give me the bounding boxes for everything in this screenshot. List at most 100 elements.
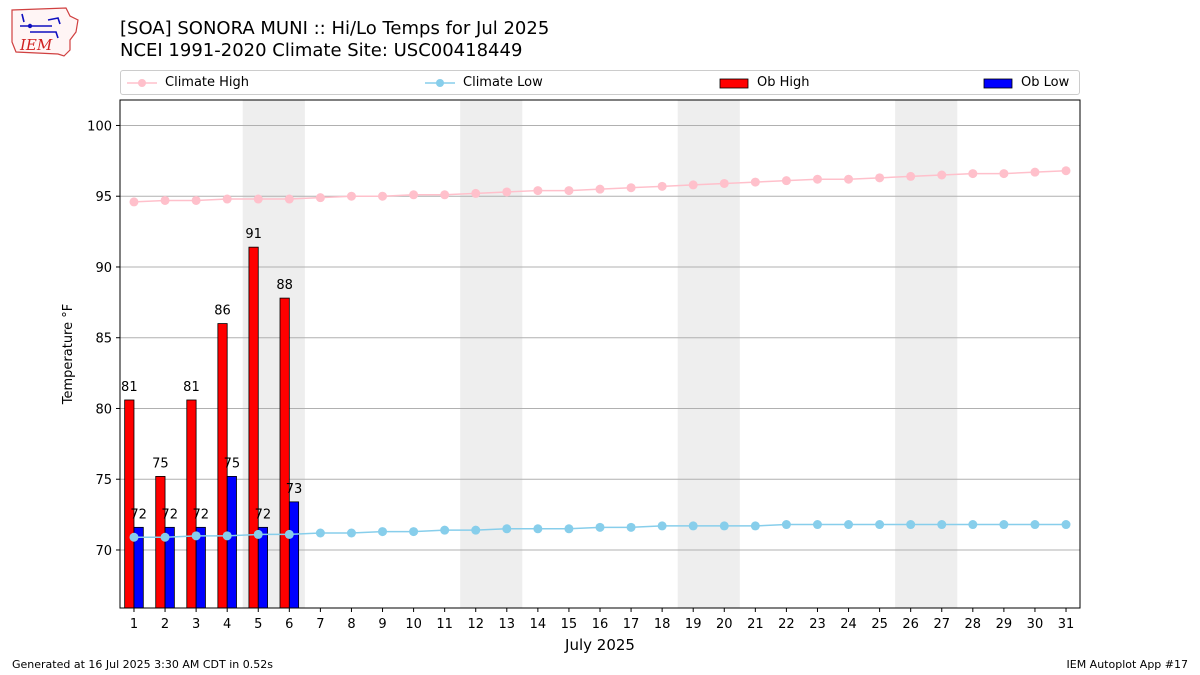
title-line-2: NCEI 1991-2020 Climate Site: USC00418449 [120,40,523,61]
y-tick-label: 75 [95,473,112,488]
climate-low-point [533,524,543,534]
climate-low-point [626,522,636,532]
title-line-1: [SOA] SONORA MUNI :: Hi/Lo Temps for Jul… [120,18,550,39]
x-tick-label: 4 [223,617,231,632]
ob-high-bar [124,399,135,609]
climate-low-point [750,521,760,531]
legend-ob-low: Ob Low [983,71,1069,94]
weekend-shade [895,100,958,608]
ob-high-label: 86 [214,304,231,319]
climate-high-point [781,176,791,186]
ob-low-label: 75 [224,456,241,471]
climate-low-point [1061,520,1071,530]
x-tick-label: 11 [436,617,453,632]
climate-high-point [906,171,916,181]
climate-low-point [844,520,854,530]
climate-low-point [906,520,916,530]
climate-high-point [564,186,574,196]
climate-high-point [719,178,729,188]
y-axis-label: Temperature °F [61,304,76,405]
climate-low-point [502,524,512,534]
x-tick-label: 6 [285,617,293,632]
climate-low-point [719,521,729,531]
climate-high-point [315,193,325,203]
climate-low-point [999,520,1009,530]
climate-low-point [409,527,419,537]
climate-high-point [129,197,139,207]
x-tick-label: 5 [254,617,262,632]
climate-high-point [191,195,201,205]
ob-low-label: 72 [255,507,272,522]
x-tick-label: 29 [996,617,1013,632]
x-tick-label: 3 [192,617,200,632]
legend-climate-high-label: Climate High [165,75,250,90]
x-tick-label: 1 [130,617,138,632]
climate-low-swatch [425,78,455,87]
climate-low-point [781,520,791,530]
ob-high-label: 81 [121,380,138,395]
climate-high-point [284,194,294,204]
climate-high-point [1030,167,1040,177]
climate-low-point [191,531,201,541]
ob-high-bar [155,476,166,609]
ob-low-label: 72 [193,507,210,522]
climate-low-point [595,522,605,532]
climate-high-point [968,169,978,179]
ob-high-label: 75 [152,456,169,471]
x-tick-label: 25 [871,617,888,632]
climate-low-point [564,524,574,534]
ob-high-bar [279,297,290,609]
footer-generated: Generated at 16 Jul 2025 3:30 AM CDT in … [12,658,273,671]
ob-low-bar [288,501,300,609]
ob-low-bar [257,526,268,609]
climate-low-point [812,520,822,530]
x-tick-label: 31 [1058,617,1075,632]
legend: Climate High Climate Low Ob High Ob Low [120,70,1080,95]
x-tick-label: 15 [561,617,578,632]
ob-low-label: 72 [161,507,178,522]
climate-high-point [533,186,543,196]
y-tick-label: 100 [87,119,112,134]
ob-high-swatch [719,78,749,88]
x-tick-label: 24 [840,617,857,632]
legend-ob-high: Ob High [719,71,810,94]
climate-low-point [440,525,450,535]
ob-low-label: 73 [286,482,303,497]
climate-high-point [844,174,854,184]
ob-high-bar [248,246,259,609]
x-tick-label: 16 [592,617,609,632]
climate-high-point [471,188,481,198]
climate-low-point [471,525,481,535]
climate-high-point [222,194,232,204]
climate-high-point [346,191,356,201]
climate-high-point [1061,166,1071,176]
climate-low-point [688,521,698,531]
x-tick-label: 22 [778,617,795,632]
climate-high-point [160,195,170,205]
weekend-shade [460,100,523,608]
x-tick-label: 23 [809,617,826,632]
iem-logo: IEM [11,7,79,57]
climate-low-point [657,521,667,531]
ob-low-swatch [983,78,1013,88]
legend-climate-high: Climate High [127,71,249,94]
climate-high-point [253,194,263,204]
y-tick-label: 85 [95,332,112,347]
weekend-shade [677,100,740,608]
climate-low-point [968,520,978,530]
climate-high-point [688,180,698,190]
climate-high-point [502,187,512,197]
x-tick-label: 30 [1027,617,1044,632]
climate-low-point [937,520,947,530]
climate-high-point [409,190,419,200]
legend-ob-high-label: Ob High [757,75,810,90]
legend-climate-low: Climate Low [425,71,543,94]
y-tick-label: 95 [95,190,112,205]
climate-low-point [222,531,232,541]
x-tick-label: 21 [747,617,764,632]
legend-ob-low-label: Ob Low [1021,75,1070,90]
ob-high-label: 88 [276,278,293,293]
climate-low-point [253,529,263,539]
y-tick-label: 90 [95,261,112,276]
